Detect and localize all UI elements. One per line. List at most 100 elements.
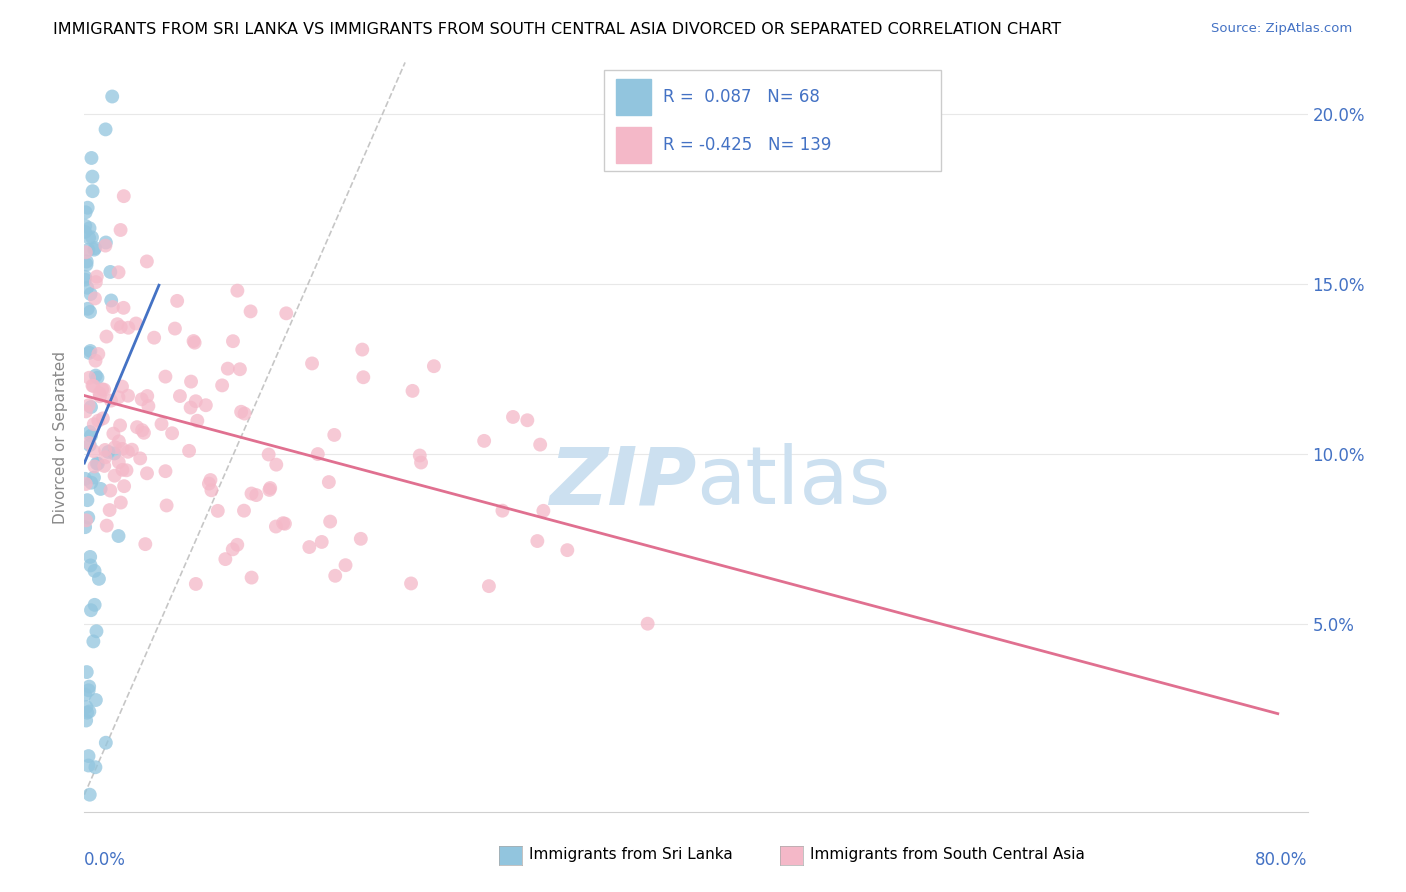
Point — [103, 426, 125, 441]
Point — [350, 532, 373, 546]
Point — [77, 683, 100, 698]
Point — [76, 665, 98, 679]
Point — [529, 437, 551, 451]
Point — [245, 488, 267, 502]
Point — [169, 389, 191, 403]
Point — [125, 317, 148, 331]
Point — [75, 219, 97, 233]
Point — [84, 241, 107, 255]
Point — [233, 503, 256, 517]
Point — [156, 499, 179, 513]
Point — [76, 706, 98, 720]
Point — [80, 428, 103, 442]
Point — [131, 423, 153, 437]
Text: R = -0.425   N= 139: R = -0.425 N= 139 — [664, 136, 831, 154]
Point — [217, 361, 239, 376]
Point — [75, 520, 97, 534]
Point — [89, 389, 111, 403]
Point — [531, 504, 554, 518]
Point — [184, 394, 207, 409]
Point — [276, 306, 298, 320]
Point — [98, 265, 121, 279]
Point — [94, 736, 117, 750]
Point — [75, 472, 97, 486]
Point — [77, 346, 100, 360]
Point — [75, 225, 97, 239]
Point — [94, 442, 117, 457]
Point — [86, 457, 108, 471]
Point — [180, 401, 202, 415]
Point — [103, 446, 125, 460]
Point — [77, 680, 100, 694]
Point — [409, 449, 432, 463]
Point — [229, 405, 252, 419]
Point — [136, 389, 159, 403]
Point — [184, 577, 207, 591]
Point — [160, 426, 183, 441]
Point — [111, 442, 134, 456]
Point — [183, 334, 205, 348]
Point — [82, 169, 104, 184]
Point — [90, 482, 112, 496]
Point — [79, 221, 101, 235]
Point — [555, 543, 578, 558]
Point — [259, 483, 281, 497]
Point — [76, 201, 98, 215]
Point — [79, 438, 101, 452]
Point — [77, 749, 100, 764]
Point — [257, 448, 280, 462]
Point — [79, 549, 101, 564]
Point — [82, 378, 104, 392]
Point — [423, 359, 446, 374]
Point — [86, 269, 108, 284]
Point — [150, 417, 173, 431]
Point — [83, 444, 105, 458]
Point — [80, 400, 103, 414]
Point — [307, 447, 329, 461]
Point — [200, 483, 222, 498]
Point — [91, 383, 114, 397]
Point — [352, 370, 374, 384]
Point — [177, 443, 200, 458]
Point — [84, 353, 107, 368]
Point — [186, 414, 208, 428]
Point — [79, 705, 101, 719]
Point — [323, 428, 346, 442]
Point — [240, 571, 263, 585]
Point — [183, 335, 205, 350]
Point — [198, 476, 221, 491]
Point — [105, 317, 128, 331]
Point — [75, 688, 97, 702]
Point — [83, 598, 105, 612]
Point — [83, 459, 105, 474]
Text: ZIP: ZIP — [548, 443, 696, 521]
Point — [83, 564, 105, 578]
Point — [84, 693, 107, 707]
Point — [75, 245, 97, 260]
Point — [502, 409, 524, 424]
Point — [96, 329, 118, 343]
Point — [478, 579, 501, 593]
Point — [79, 287, 101, 301]
Point — [98, 483, 121, 498]
Point — [107, 265, 129, 279]
Bar — [616, 127, 651, 163]
Text: IMMIGRANTS FROM SRI LANKA VS IMMIGRANTS FROM SOUTH CENTRAL ASIA DIVORCED OR SEPA: IMMIGRANTS FROM SRI LANKA VS IMMIGRANTS … — [53, 22, 1062, 37]
Point — [75, 269, 97, 284]
Text: 80.0%: 80.0% — [1256, 851, 1308, 869]
Point — [77, 398, 100, 412]
Point — [239, 304, 262, 318]
Point — [301, 356, 323, 370]
Bar — [616, 79, 651, 115]
Point — [111, 463, 134, 477]
Point — [319, 515, 342, 529]
Point — [259, 481, 281, 495]
Point — [75, 714, 97, 728]
Point — [401, 384, 423, 398]
Point — [112, 301, 135, 315]
Point — [110, 495, 132, 509]
Point — [108, 418, 131, 433]
Point — [82, 634, 104, 648]
Point — [222, 334, 245, 348]
Point — [233, 407, 256, 421]
